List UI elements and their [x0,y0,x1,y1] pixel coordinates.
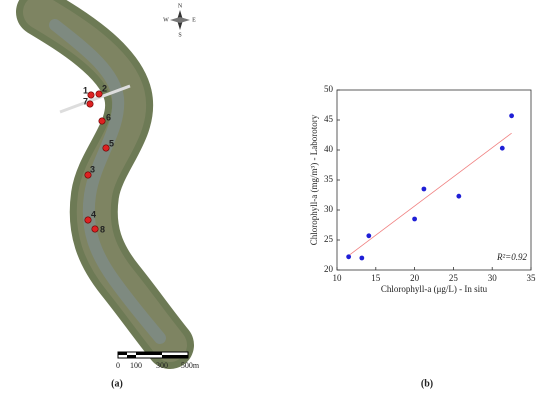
site-marker [95,90,103,98]
site-marker [86,100,94,108]
scale-bar-segment [136,352,162,355]
data-point [509,113,514,119]
site-label: 4 [91,209,96,219]
site-label: 8 [100,224,105,234]
site-label: 2 [102,83,107,93]
data-point [359,255,365,261]
y-axis-label: Chlorophyll-a (mg/m³) - Laborotory [309,114,319,245]
caption: (b) [421,378,433,389]
x-tick-label: 15 [371,273,381,283]
bridge [59,84,131,114]
y-tick-label: 25 [324,234,334,244]
scale-bar-segment [127,355,136,358]
data-point [412,216,417,222]
site-marker [102,144,110,152]
x-tick-label: 35 [527,273,537,283]
scale-label: 100 [130,361,142,370]
trend-line [348,132,512,256]
site-label: 1 [83,85,88,95]
sample-sites: 1 2 7 6 5 3 48 [83,83,114,234]
site-label: 3 [90,164,95,174]
y-tick-label: 50 [324,84,334,94]
y-tick-label: 40 [324,144,334,154]
site-label: 6 [106,112,111,122]
annotation: R²=0.92 [496,252,528,262]
site-label: 7 [83,96,88,106]
plot-frame [336,89,532,271]
site-marker [91,225,99,233]
scatter-plot: (b) 10 15 20 25 30 35 20 25 30 35 40 45 50 Chlorophyl… [309,84,536,389]
compass-label: E [192,17,196,23]
data-point [499,145,505,151]
data-point [421,186,427,192]
x-axis-label: Chlorophyll-a (μg/L) - In situ [381,284,488,294]
data-point [456,193,462,199]
compass-label: W [163,17,169,23]
compass: N S E W [163,3,196,38]
compass-label: N [178,3,183,9]
scale-bar-segment [162,355,188,358]
site-marker [84,171,92,179]
caption: (a) [111,378,123,389]
scale-label: 300 [156,361,168,370]
site-label: 5 [109,138,114,148]
site-marker [84,216,92,224]
x-tick-label: 30 [488,273,498,283]
y-tick-label: 35 [324,174,334,184]
scale-bar-segment [118,352,127,355]
aerial-map: N S E W 0 100 300 500m (a) [16,0,200,389]
x-tick-label: 20 [410,273,420,283]
data-point [346,254,352,260]
data-point [366,233,372,239]
y-tick-label: 45 [324,114,334,124]
compass-needle [170,17,190,23]
river [49,19,166,344]
scale-label: 0 [116,361,120,370]
site-marker [87,91,95,99]
scale-bar: 0 100 300 500m [116,351,200,370]
x-tick-label: 25 [449,273,459,283]
y-tick-label: 30 [324,204,334,214]
scale-label: 500m [181,361,200,370]
y-tick-label: 20 [324,264,334,274]
site-marker [98,117,106,125]
compass-label: S [178,32,181,38]
x-tick-label: 10 [333,273,343,283]
